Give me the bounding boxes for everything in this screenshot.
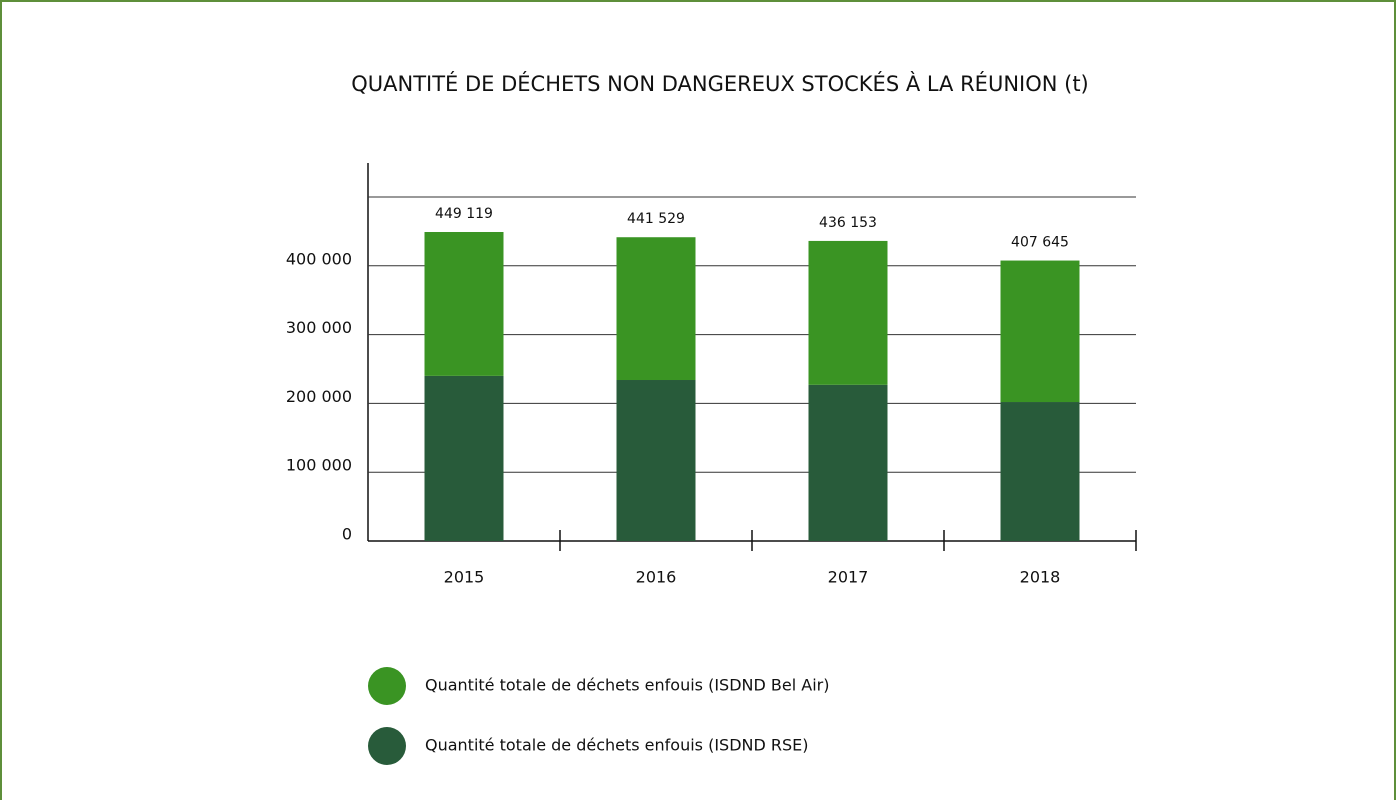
y-tick-label: 200 000 xyxy=(286,387,352,406)
bar-segment xyxy=(808,384,888,541)
bar-segment xyxy=(1000,402,1080,541)
x-tick-label: 2018 xyxy=(1020,568,1061,587)
total-label: 449 119 xyxy=(435,206,493,222)
y-tick-label: 300 000 xyxy=(286,318,352,337)
bar-segment xyxy=(424,375,504,541)
bar-segment xyxy=(424,232,504,376)
total-label: 436 153 xyxy=(819,215,877,231)
bar-segment xyxy=(616,380,696,541)
y-tick-label: 0 xyxy=(342,525,352,544)
legend-label: Quantité totale de déchets enfouis (ISDN… xyxy=(425,736,809,755)
legend-swatch xyxy=(368,667,406,705)
y-tick-label: 100 000 xyxy=(286,456,352,475)
x-tick-label: 2017 xyxy=(828,568,869,587)
y-tick-label: 400 000 xyxy=(286,249,352,268)
x-tick-label: 2015 xyxy=(444,568,485,587)
bar-segment xyxy=(808,240,888,385)
total-label: 441 529 xyxy=(627,211,685,227)
bar-segment xyxy=(616,237,696,381)
bar-segment xyxy=(1000,260,1080,403)
total-label: 407 645 xyxy=(1011,235,1069,251)
legend-swatch xyxy=(368,727,406,765)
legend-label: Quantité totale de déchets enfouis (ISDN… xyxy=(425,676,829,695)
chart-title: QUANTITÉ DE DÉCHETS NON DANGEREUX STOCKÉ… xyxy=(351,71,1089,96)
x-tick-label: 2016 xyxy=(636,568,677,587)
